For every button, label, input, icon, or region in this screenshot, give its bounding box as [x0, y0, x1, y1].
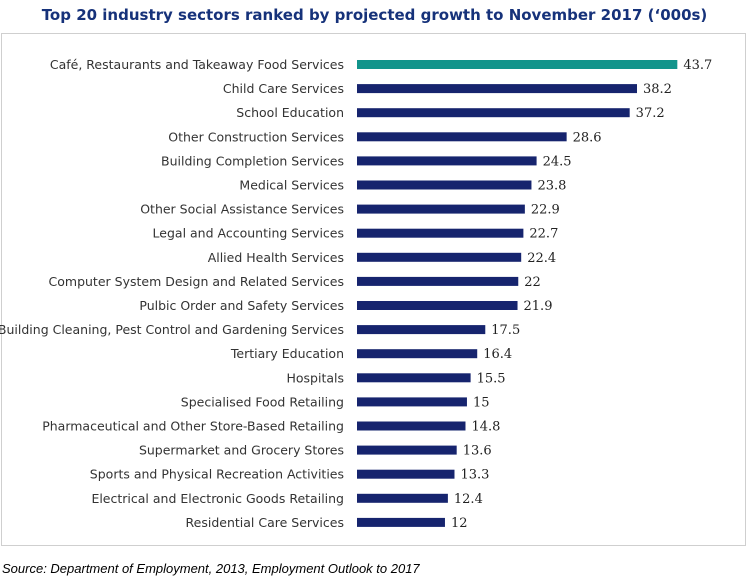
- value-label: 12: [451, 516, 468, 531]
- value-label: 23.8: [537, 179, 566, 194]
- value-label: 14.8: [471, 420, 500, 435]
- category-label: Other Social Assistance Services: [140, 202, 344, 217]
- category-label: Specialised Food Retailing: [181, 394, 344, 409]
- value-label: 15: [473, 395, 490, 410]
- category-label: Building Completion Services: [161, 153, 344, 168]
- chart-title: Top 20 industry sectors ranked by projec…: [41, 6, 708, 24]
- bar: [357, 445, 457, 455]
- bar: [357, 373, 471, 383]
- source-note: Source: Department of Employment, 2013, …: [2, 561, 420, 576]
- bar: [357, 132, 567, 142]
- value-label: 21.9: [524, 299, 553, 314]
- category-label: Hospitals: [286, 370, 344, 385]
- category-label: Other Construction Services: [168, 129, 344, 144]
- bar: [357, 469, 455, 479]
- category-label: Pharmaceutical and Other Store-Based Ret…: [42, 419, 344, 434]
- bar: [357, 108, 630, 118]
- bar: [357, 349, 478, 359]
- bar: [357, 228, 524, 238]
- category-label: Legal and Accounting Services: [153, 226, 344, 241]
- category-label: Electrical and Electronic Goods Retailin…: [91, 491, 344, 506]
- category-label: Allied Health Services: [208, 250, 344, 265]
- bar: [357, 204, 525, 214]
- bar: [357, 493, 448, 503]
- bar: [357, 301, 518, 310]
- category-label: Medical Services: [239, 178, 344, 193]
- value-label: 12.4: [454, 492, 483, 507]
- bar: [357, 84, 638, 94]
- value-label: 37.2: [636, 106, 665, 121]
- bar: [357, 252, 522, 262]
- value-label: 22.4: [527, 251, 556, 266]
- bar: [357, 421, 466, 431]
- bar: [357, 325, 486, 335]
- value-label: 28.6: [573, 130, 602, 145]
- value-label: 24.5: [543, 154, 572, 169]
- value-label: 13.6: [463, 444, 492, 459]
- category-label: Residential Care Services: [186, 515, 344, 530]
- category-label: Sports and Physical Recreation Activitie…: [90, 467, 344, 482]
- category-label: Child Care Services: [223, 81, 344, 96]
- category-label: Computer System Design and Related Servi…: [49, 274, 344, 289]
- value-label: 16.4: [483, 347, 512, 362]
- bar: [357, 276, 519, 286]
- value-label: 43.7: [683, 58, 712, 73]
- bar: [357, 517, 445, 527]
- value-label: 22: [524, 275, 541, 290]
- value-label: 13.3: [460, 468, 489, 483]
- bar: [357, 180, 532, 190]
- category-label: School Education: [236, 105, 344, 120]
- value-label: 22.9: [531, 203, 560, 218]
- category-label: Café, Restaurants and Takeaway Food Serv…: [50, 57, 344, 72]
- value-label: 22.7: [529, 227, 558, 242]
- bar: [357, 397, 467, 407]
- category-label: Supermarket and Grocery Stores: [139, 443, 344, 458]
- category-label: Building Cleaning, Pest Control and Gard…: [0, 322, 344, 337]
- value-label: 17.5: [491, 323, 520, 338]
- chart-frame: [1, 33, 746, 546]
- highlight-bar: [357, 60, 678, 69]
- bar: [357, 156, 537, 166]
- category-label: Pulbic Order and Safety Services: [139, 298, 344, 313]
- value-label: 15.5: [477, 371, 506, 386]
- value-label: 38.2: [643, 82, 672, 97]
- category-label: Tertiary Education: [230, 346, 344, 361]
